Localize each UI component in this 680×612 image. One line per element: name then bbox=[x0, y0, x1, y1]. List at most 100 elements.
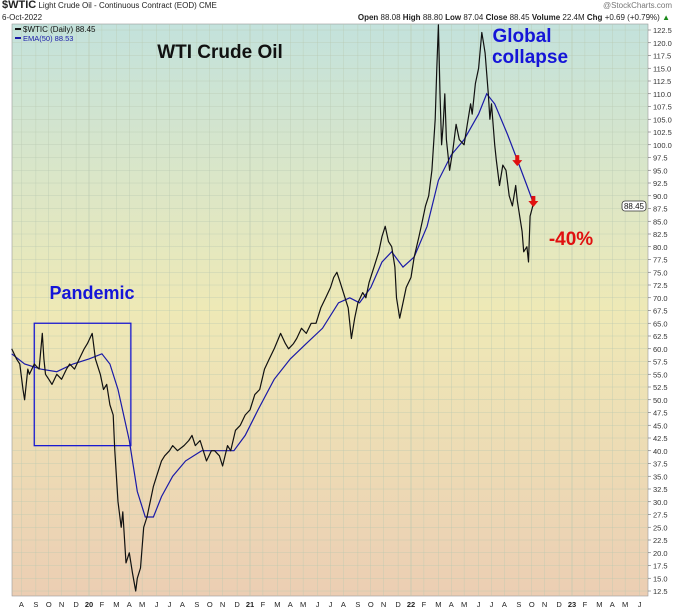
y-tick-label: 87.5 bbox=[653, 205, 668, 214]
open-value: 88.08 bbox=[380, 13, 401, 22]
last-price-tag-box bbox=[621, 200, 647, 212]
down-arrows bbox=[512, 155, 539, 207]
y-tick-label: 110.0 bbox=[653, 90, 671, 99]
x-tick-label: 22 bbox=[407, 600, 415, 609]
x-tick-label: S bbox=[516, 600, 521, 609]
y-axis: 12.5 15.0 17.5 20.0 22.5 25.0 27.5 30.0 32.5 35.0… bbox=[648, 26, 672, 596]
y-tick-label: 82.5 bbox=[653, 230, 668, 239]
y-tick-label: 95.0 bbox=[653, 166, 668, 175]
x-tick-label: D bbox=[556, 600, 562, 609]
y-tick-label: 62.5 bbox=[653, 332, 668, 341]
y-tick-label: 115.0 bbox=[653, 64, 671, 73]
x-tick-label: A bbox=[449, 600, 454, 609]
x-tick-label: O bbox=[46, 600, 52, 609]
y-tick-label: 72.5 bbox=[653, 281, 668, 290]
y-tick-label: 40.0 bbox=[653, 447, 668, 456]
y-tick-label: 57.5 bbox=[653, 358, 668, 367]
last-price-tag-value: 88.45 bbox=[624, 202, 645, 211]
chart-title-line: $WTIC Light Crude Oil - Continuous Contr… bbox=[2, 0, 217, 11]
x-tick-label: J bbox=[168, 600, 172, 609]
x-tick-label: N bbox=[59, 600, 64, 609]
chg-label: Chg bbox=[586, 13, 603, 22]
watermark: @StockCharts.com bbox=[602, 1, 672, 10]
gridlines bbox=[12, 24, 648, 596]
y-tick-label: 60.0 bbox=[653, 345, 668, 354]
price-line bbox=[11, 24, 534, 592]
y-tick-label: 75.0 bbox=[653, 268, 668, 277]
y-tick-label: 112.5 bbox=[653, 77, 671, 86]
x-tick-label: 20 bbox=[85, 600, 93, 609]
annotation-drop: -40% bbox=[549, 229, 593, 250]
x-tick-label: A bbox=[180, 600, 185, 609]
legend-ema-label: EMA(50) 88.53 bbox=[23, 34, 73, 43]
y-tick-label: 32.5 bbox=[653, 485, 668, 494]
chg-value: +0.69 (+0.79%) bbox=[604, 13, 660, 22]
y-tick-label: 47.5 bbox=[653, 409, 668, 418]
y-tick-label: 52.5 bbox=[653, 383, 668, 392]
x-tick-label: O bbox=[529, 600, 535, 609]
chart-title: WTI Crude Oil bbox=[157, 42, 283, 63]
x-tick-label: S bbox=[355, 600, 360, 609]
y-tick-label: 27.5 bbox=[653, 511, 668, 520]
y-tick-label: 30.0 bbox=[653, 498, 668, 507]
x-tick-label: M bbox=[139, 600, 145, 609]
x-tick-label: M bbox=[622, 600, 628, 609]
x-tick-label: F bbox=[583, 600, 588, 609]
y-tick-label: 65.0 bbox=[653, 319, 668, 328]
x-tick-label: M bbox=[461, 600, 467, 609]
y-tick-label: 85.0 bbox=[653, 217, 668, 226]
down-arrow-icon bbox=[512, 155, 523, 167]
x-tick-label: O bbox=[207, 600, 213, 609]
y-tick-label: 122.5 bbox=[653, 26, 672, 35]
x-tick-label: F bbox=[261, 600, 266, 609]
y-tick-label: 70.0 bbox=[653, 294, 668, 303]
y-tick-label: 90.0 bbox=[653, 192, 668, 201]
last-price-tag: 88.45 bbox=[621, 200, 647, 212]
x-tick-label: D bbox=[73, 600, 79, 609]
x-tick-label: J bbox=[490, 600, 494, 609]
y-tick-label: 20.0 bbox=[653, 549, 668, 558]
chart-date: 6-Oct-2022 bbox=[2, 13, 43, 22]
down-arrow-icon bbox=[528, 195, 539, 207]
x-tick-label: J bbox=[329, 600, 333, 609]
x-tick-label: A bbox=[127, 600, 132, 609]
pandemic-box bbox=[33, 322, 132, 447]
y-tick-label: 92.5 bbox=[653, 179, 668, 188]
y-tick-label: 107.5 bbox=[653, 103, 672, 112]
ohlc-summary: Open 88.08 High 88.80 Low 87.04 Close 88… bbox=[358, 12, 670, 23]
x-tick-label: D bbox=[234, 600, 240, 609]
x-tick-label: M bbox=[274, 600, 280, 609]
x-tick-label: S bbox=[33, 600, 38, 609]
x-tick-label: J bbox=[155, 600, 159, 609]
x-tick-label: O bbox=[368, 600, 374, 609]
x-tick-label: A bbox=[341, 600, 346, 609]
low-value: 87.04 bbox=[463, 13, 484, 22]
y-tick-label: 105.0 bbox=[653, 115, 672, 124]
x-tick-label: J bbox=[638, 600, 642, 609]
x-tick-label: A bbox=[610, 600, 615, 609]
x-tick-label: M bbox=[113, 600, 119, 609]
y-tick-label: 102.5 bbox=[653, 128, 672, 137]
y-tick-label: 22.5 bbox=[653, 536, 668, 545]
x-tick-label: M bbox=[596, 600, 602, 609]
y-tick-label: 77.5 bbox=[653, 256, 668, 265]
x-tick-label: S bbox=[194, 600, 199, 609]
y-tick-label: 35.0 bbox=[653, 472, 668, 481]
up-arrow-icon: ▲ bbox=[662, 13, 670, 22]
x-tick-label: 23 bbox=[568, 600, 576, 609]
x-tick-label: F bbox=[100, 600, 105, 609]
y-tick-label: 37.5 bbox=[653, 460, 668, 469]
close-label: Close bbox=[485, 13, 508, 22]
x-tick-label: M bbox=[435, 600, 441, 609]
x-tick-label: A bbox=[288, 600, 293, 609]
x-tick-label: J bbox=[316, 600, 320, 609]
plot-area bbox=[11, 23, 649, 597]
y-tick-label: 45.0 bbox=[653, 421, 668, 430]
annotation-collapse: collapse bbox=[492, 47, 568, 68]
y-tick-label: 50.0 bbox=[653, 396, 668, 405]
description: Light Crude Oil - Continuous Contract (E… bbox=[38, 1, 197, 10]
volume-label: Volume bbox=[531, 13, 561, 22]
y-tick-label: 15.0 bbox=[653, 574, 668, 583]
x-tick-label: F bbox=[422, 600, 427, 609]
